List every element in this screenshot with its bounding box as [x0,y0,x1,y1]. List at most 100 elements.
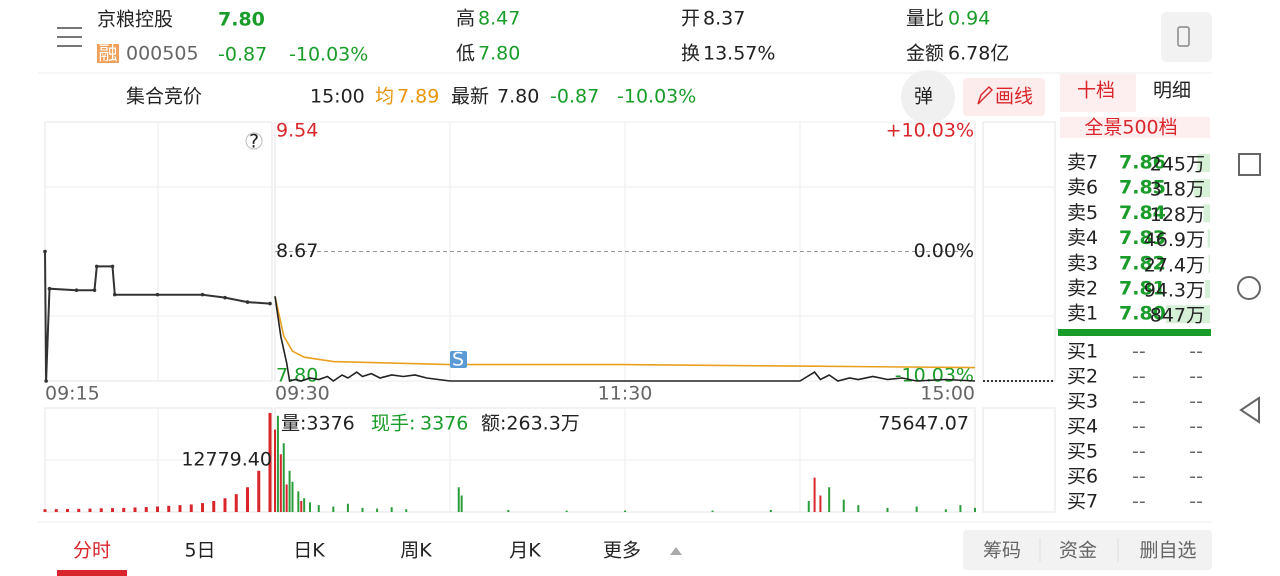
bid-volume: -- [1189,391,1203,413]
bid-price: -- [1132,441,1146,463]
auction-volume-bar [268,413,272,512]
auction-volume-bar [111,508,114,512]
auction-dot [92,288,97,293]
y-tick-label: 7.80 [276,365,318,387]
help-icon[interactable] [245,132,263,150]
auction-volume-bar [234,494,238,512]
menu-icon[interactable] [57,27,82,47]
auction-volume-bar [156,506,159,512]
y-tick-label: 9.54 [276,120,318,142]
bottom-tab[interactable]: 月K [509,540,541,562]
more-arrow[interactable] [670,547,682,555]
volume-bar [842,499,845,512]
bid-volume: -- [1189,341,1203,363]
pct-label: +10.03% [886,120,974,142]
auction-volume-bar [88,508,92,512]
bid-volume: -- [1189,491,1203,513]
volume-bar [405,509,408,512]
bid-label: 买5 [1067,441,1098,463]
ask-price: 7.84 [1119,202,1166,224]
avg-value: 7.89 [397,86,439,108]
volume-bar [332,506,335,512]
auction-dot [43,249,47,254]
auction-volume-bar [201,503,204,512]
volume-bar [460,495,463,512]
tab-underline [57,570,127,576]
volume-bar [828,487,831,512]
nav-home[interactable] [1237,276,1261,300]
ask-price: 7.83 [1119,227,1166,249]
volume-bar [297,491,300,512]
ask-price: 7.86 [1119,152,1166,174]
stat-label: 低 [456,43,475,65]
badge-bg [97,44,119,63]
ask-volume: 847万 [1150,305,1205,327]
bottom-tab[interactable]: 更多 [603,540,641,562]
volume-bar [282,443,285,512]
draw-button-bg[interactable] [963,78,1045,116]
bid-price: -- [1132,416,1146,438]
bid-label: 买3 [1067,391,1098,413]
bottom-tab[interactable]: 周K [400,540,432,562]
action-button[interactable]: 资金 [1059,540,1097,562]
bid-volume: -- [1189,441,1203,463]
action-button[interactable]: 筹码 [983,540,1021,562]
bottom-tab[interactable]: 5日 [184,540,215,562]
auction-volume-bar [122,507,126,512]
device-icon [1177,26,1190,47]
bid-label: 买1 [1067,341,1098,363]
bid-volume: -- [1189,466,1203,488]
float-button-bg[interactable] [901,70,955,124]
bid-volume: -- [1189,366,1203,388]
change-pct: -10.03% [289,44,368,66]
auction-volume-bar [77,508,81,512]
draw-button[interactable]: 画线 [995,86,1033,108]
book-tab[interactable]: 明细 [1153,80,1191,102]
panorama[interactable]: 全景500档 [1084,117,1177,139]
stat-label: 开 [681,8,700,30]
stat-value: 7.80 [478,43,520,65]
device-button[interactable] [1161,12,1212,62]
volume-bar [288,470,291,512]
bid-volume: -- [1189,416,1203,438]
volume-bar [291,481,294,512]
avg-label: 均 [375,86,394,108]
ask-price: 7.81 [1119,278,1166,300]
volume-bar [565,510,568,512]
auction-volume-bar [133,507,137,512]
book-tab[interactable]: 十档 [1077,80,1115,102]
bottom-tab[interactable]: 分时 [73,540,111,562]
volume-bar [915,506,918,512]
volume-bar [1205,280,1210,298]
amount: 额:263.3万 [481,413,580,435]
pct-label: 0.00% [914,240,974,262]
latest-value: 7.80 [497,86,539,108]
action-bg [963,530,1212,570]
volume-bar [807,501,810,512]
volume-bar [944,509,947,512]
avg-line [274,296,976,369]
action-button[interactable]: 删自选 [1139,540,1196,562]
nav-back[interactable] [1239,396,1260,424]
volume-bar [769,509,772,512]
auction-volume-bar [144,507,148,512]
float-button[interactable]: 弹 [914,86,933,108]
auction-volume-bar [189,504,193,512]
auction-volume-bar [246,487,249,512]
badge: 融 [98,43,117,65]
price-line [274,296,976,382]
auction-dot [268,301,272,306]
bid-price: -- [1132,341,1146,363]
ask-volume: 128万 [1150,204,1205,226]
nav-recent[interactable] [1238,153,1261,176]
marker-bg[interactable] [450,351,467,368]
ask-label: 卖3 [1067,252,1098,274]
help-mark: ? [249,131,259,153]
auction-volume-bar [167,505,171,512]
volume-bar [974,507,976,512]
bottom-tab[interactable]: 日K [293,540,325,562]
volume-bar [317,505,320,512]
marker: S [452,349,464,371]
x-tick-label: 15:00 [920,383,975,405]
